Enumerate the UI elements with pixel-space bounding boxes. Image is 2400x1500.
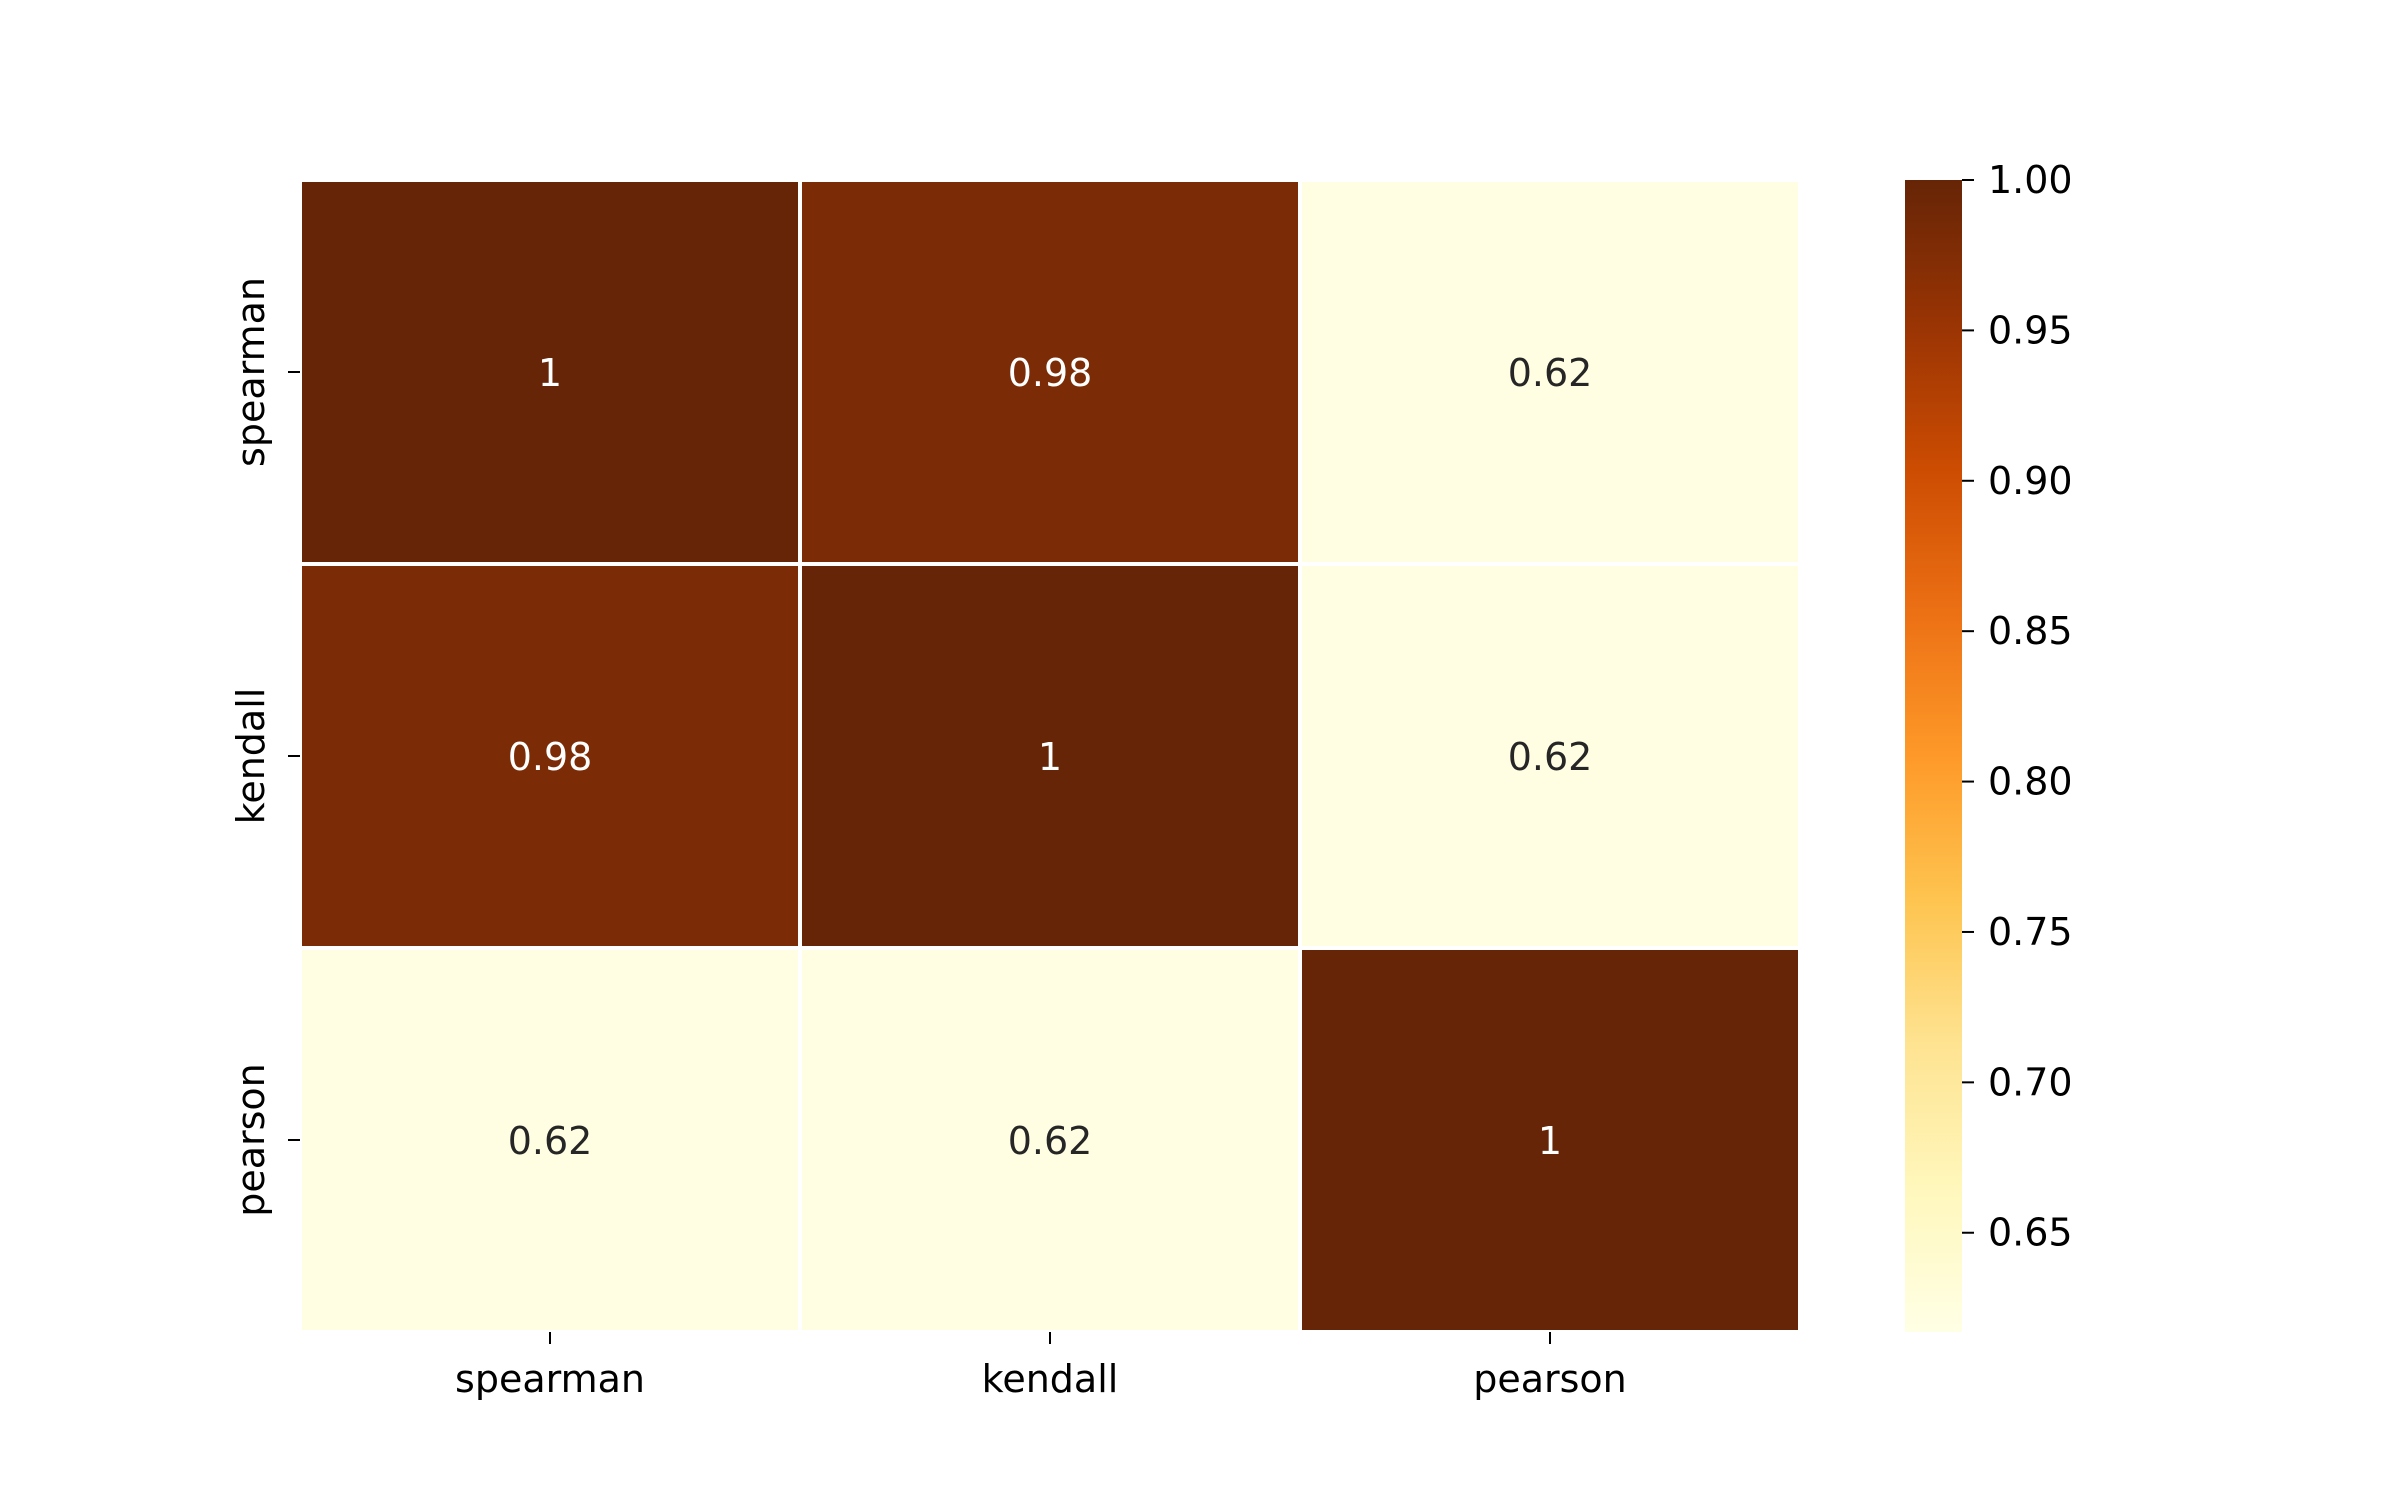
- heatmap-cell-labels: 1 0.98 0.62 0.98 1 0.62 0.62 0.62 1: [508, 351, 1593, 1163]
- heatmap-cell-spearman-kendall: [798, 178, 1302, 566]
- colorbar-tick-label: 0.95: [1988, 308, 2073, 352]
- colorbar-gradient: [1905, 180, 1962, 1332]
- x-tick-label-kendall: kendall: [982, 1357, 1119, 1401]
- colorbar-tick-label: 0.80: [1988, 760, 2073, 804]
- colorbar-tick-label: 0.75: [1988, 910, 2073, 954]
- heatmap-cell-pearson-kendall: [798, 946, 1302, 1334]
- colorbar-tick-label: 0.65: [1988, 1211, 2073, 1255]
- cell-value-label: 0.62: [1008, 1119, 1093, 1163]
- cell-value-label: 0.62: [1508, 735, 1593, 779]
- y-tick-label-kendall: kendall: [229, 688, 273, 825]
- y-tick-label-spearman: spearman: [229, 277, 273, 467]
- cell-value-label: 0.98: [508, 735, 593, 779]
- heatmap-cells: [298, 178, 1802, 1334]
- cell-value-label: 0.98: [1008, 351, 1093, 395]
- heatmap-cell-kendall-pearson: [1298, 562, 1802, 950]
- colorbar: 0.65 0.70 0.75 0.80 0.85 0.90 0.95 1.00: [1905, 158, 2073, 1332]
- cell-value-label: 1: [538, 351, 562, 395]
- heatmap-cell-spearman-spearman: [298, 178, 802, 566]
- cell-value-label: 1: [1038, 735, 1062, 779]
- cell-value-label: 0.62: [1508, 351, 1593, 395]
- heatmap-cell-spearman-pearson: [1298, 178, 1802, 566]
- colorbar-tick-label: 1.00: [1988, 158, 2073, 202]
- colorbar-tick-label: 0.70: [1988, 1060, 2073, 1104]
- colorbar-tick-label: 0.85: [1988, 609, 2073, 653]
- x-axis: spearman kendall pearson: [455, 1332, 1627, 1401]
- x-tick-label-spearman: spearman: [455, 1357, 645, 1401]
- cell-value-label: 1: [1538, 1119, 1562, 1163]
- x-tick-label-pearson: pearson: [1473, 1357, 1627, 1401]
- y-tick-label-pearson: pearson: [229, 1063, 273, 1217]
- heatmap-cell-kendall-spearman: [298, 562, 802, 950]
- cell-value-label: 0.62: [508, 1119, 593, 1163]
- heatmap-cell-kendall-kendall: [798, 562, 1302, 950]
- y-axis: spearman kendall pearson: [229, 277, 300, 1217]
- colorbar-tick-label: 0.90: [1988, 459, 2073, 503]
